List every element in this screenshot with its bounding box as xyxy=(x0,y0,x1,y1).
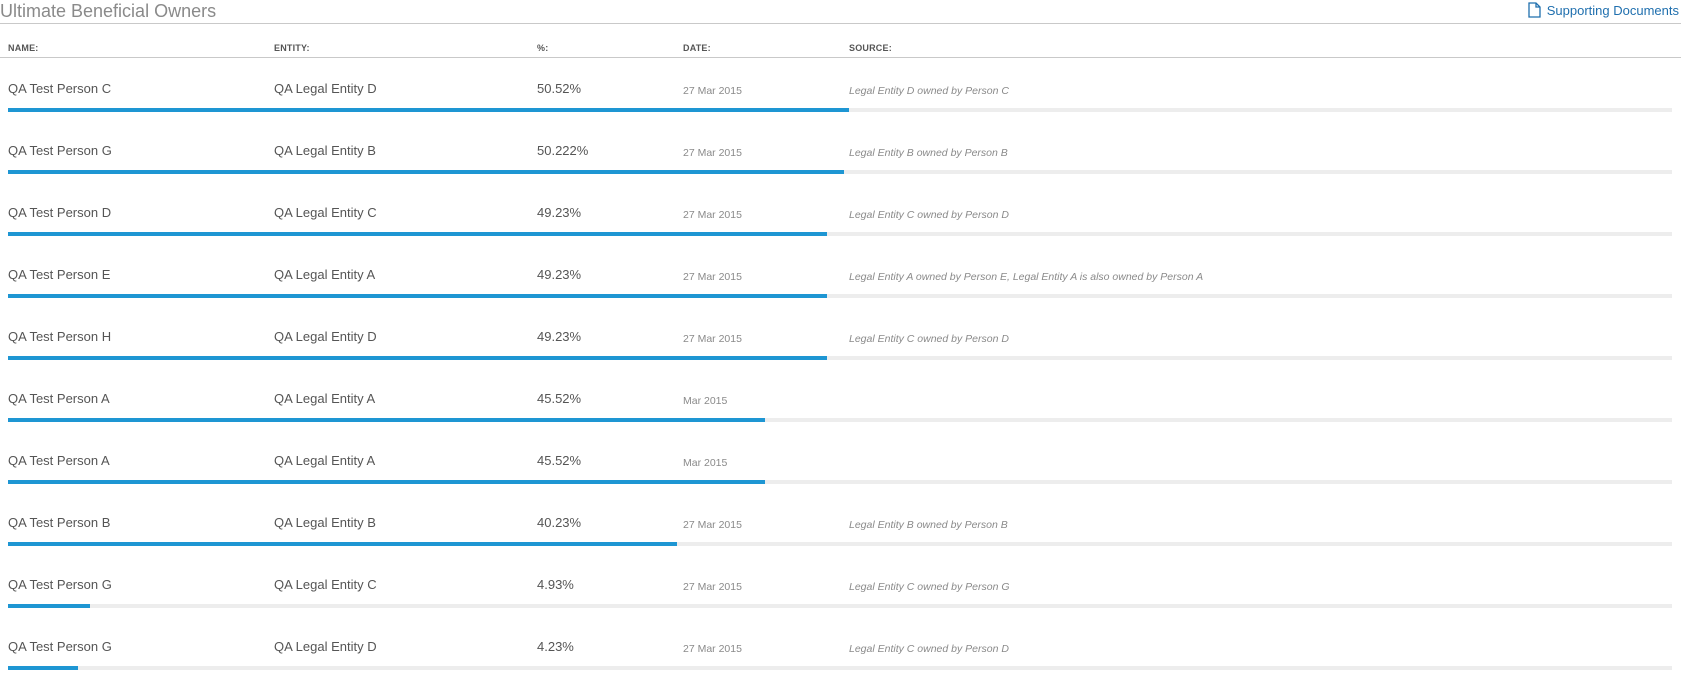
ownership-bar-track xyxy=(8,604,1672,608)
owner-row[interactable]: QA Test Person B QA Legal Entity B 40.23% 2… xyxy=(0,492,1681,554)
owner-row[interactable]: QA Test Person H QA Legal Entity D 49.23% 2… xyxy=(0,306,1681,368)
owner-percent: 45.52% xyxy=(537,453,582,468)
owner-source: Legal Entity C owned by Person D xyxy=(849,209,1009,221)
owner-entity: QA Legal Entity C xyxy=(274,577,377,592)
owner-entity: QA Legal Entity B xyxy=(274,515,376,530)
owner-row[interactable]: QA Test Person E QA Legal Entity A 49.23% 2… xyxy=(0,244,1681,306)
owner-row[interactable]: QA Test Person G QA Legal Entity C 4.93% 27… xyxy=(0,554,1681,616)
column-header-entity[interactable]: ENTITY: xyxy=(274,43,310,53)
owner-name: QA Test Person A xyxy=(8,391,110,406)
owner-entity: QA Legal Entity B xyxy=(274,143,376,158)
owner-row[interactable]: QA Test Person G QA Legal Entity B 50.222%… xyxy=(0,120,1681,182)
owner-date: 27 Mar 2015 xyxy=(683,271,742,283)
owner-percent: 40.23% xyxy=(537,515,582,530)
column-header-name[interactable]: NAME: xyxy=(8,43,39,53)
column-headers: NAME: ENTITY: %: DATE: SOURCE: xyxy=(0,40,1681,58)
owner-source: Legal Entity D owned by Person C xyxy=(849,85,1009,97)
ownership-bar-track xyxy=(8,418,1672,422)
owner-percent: 4.93% xyxy=(537,577,574,592)
owner-name: QA Test Person B xyxy=(8,515,111,530)
owner-row[interactable]: QA Test Person A QA Legal Entity A 45.52% M… xyxy=(0,430,1681,492)
owner-entity: QA Legal Entity D xyxy=(274,639,377,654)
owner-percent: 50.52% xyxy=(537,81,582,96)
owner-entity: QA Legal Entity A xyxy=(274,267,376,282)
supporting-documents-link[interactable]: Supporting Documents xyxy=(1528,2,1679,18)
owner-date: 27 Mar 2015 xyxy=(683,147,742,159)
owners-list: QA Test Person C QA Legal Entity D 50.52% 2… xyxy=(0,58,1681,678)
column-header-source[interactable]: SOURCE: xyxy=(849,43,892,53)
owner-name: QA Test Person C xyxy=(8,81,112,96)
supporting-documents-label: Supporting Documents xyxy=(1546,2,1679,18)
owner-date: 27 Mar 2015 xyxy=(683,85,742,97)
owner-source: Legal Entity B owned by Person B xyxy=(849,519,1008,531)
owner-date: Mar 2015 xyxy=(683,457,728,469)
ownership-bar-fill xyxy=(8,294,827,298)
owner-date: 27 Mar 2015 xyxy=(683,643,742,655)
owner-entity: QA Legal Entity A xyxy=(274,453,376,468)
ownership-bar-track xyxy=(8,542,1672,546)
owner-source: Legal Entity C owned by Person D xyxy=(849,333,1009,345)
document-icon xyxy=(1528,2,1547,18)
column-header-percent[interactable]: %: xyxy=(537,43,549,53)
owner-percent: 4.23% xyxy=(537,639,574,654)
ownership-bar-fill xyxy=(8,108,849,112)
owner-name: QA Test Person G xyxy=(8,577,112,592)
owner-date: 27 Mar 2015 xyxy=(683,519,742,531)
owner-name: QA Test Person E xyxy=(8,267,111,282)
owner-entity: QA Legal Entity D xyxy=(274,329,377,344)
ownership-bar-track xyxy=(8,356,1672,360)
page-title: Ultimate Beneficial Owners xyxy=(0,1,217,21)
ownership-bar-track xyxy=(8,666,1672,670)
owner-entity: QA Legal Entity C xyxy=(274,205,377,220)
owner-source: Legal Entity A owned by Person E, Legal … xyxy=(849,271,1204,283)
owner-row[interactable]: QA Test Person A QA Legal Entity A 45.52% M… xyxy=(0,368,1681,430)
owner-date: 27 Mar 2015 xyxy=(683,333,742,345)
owner-name: QA Test Person A xyxy=(8,453,110,468)
ownership-bar-fill xyxy=(8,480,765,484)
ownership-bar-fill xyxy=(8,666,78,670)
owner-percent: 49.23% xyxy=(537,205,582,220)
owner-date: 27 Mar 2015 xyxy=(683,581,742,593)
owner-row[interactable]: QA Test Person D QA Legal Entity C 49.23% 2… xyxy=(0,182,1681,244)
ownership-bar-track xyxy=(8,480,1672,484)
column-header-date[interactable]: DATE: xyxy=(683,43,711,53)
owner-name: QA Test Person G xyxy=(8,639,112,654)
owner-source: Legal Entity C owned by Person G xyxy=(849,581,1010,593)
owner-percent: 45.52% xyxy=(537,391,582,406)
ownership-bar-track xyxy=(8,294,1672,298)
owner-source: Legal Entity B owned by Person B xyxy=(849,147,1008,159)
owner-name: QA Test Person D xyxy=(8,205,112,220)
ownership-bar-track xyxy=(8,232,1672,236)
ownership-bar-fill xyxy=(8,542,677,546)
owner-source: Legal Entity C owned by Person D xyxy=(849,643,1009,655)
owner-percent: 50.222% xyxy=(537,143,589,158)
owner-name: QA Test Person G xyxy=(8,143,112,158)
ownership-bar-fill xyxy=(8,418,765,422)
owner-date: Mar 2015 xyxy=(683,395,728,407)
ownership-bar-track xyxy=(8,170,1672,174)
section-header: Ultimate Beneficial Owners Supporting Do… xyxy=(0,0,1681,24)
ownership-bar-fill xyxy=(8,604,90,608)
ownership-bar-fill xyxy=(8,170,844,174)
ownership-bar-fill xyxy=(8,356,827,360)
owner-row[interactable]: QA Test Person G QA Legal Entity D 4.23% 27… xyxy=(0,616,1681,678)
owner-entity: QA Legal Entity D xyxy=(274,81,377,96)
ownership-bar-track xyxy=(8,108,1672,112)
owner-percent: 49.23% xyxy=(537,267,582,282)
owner-date: 27 Mar 2015 xyxy=(683,209,742,221)
owner-row[interactable]: QA Test Person C QA Legal Entity D 50.52% 2… xyxy=(0,58,1681,120)
owner-percent: 49.23% xyxy=(537,329,582,344)
ownership-bar-fill xyxy=(8,232,827,236)
owner-entity: QA Legal Entity A xyxy=(274,391,376,406)
owner-name: QA Test Person H xyxy=(8,329,112,344)
